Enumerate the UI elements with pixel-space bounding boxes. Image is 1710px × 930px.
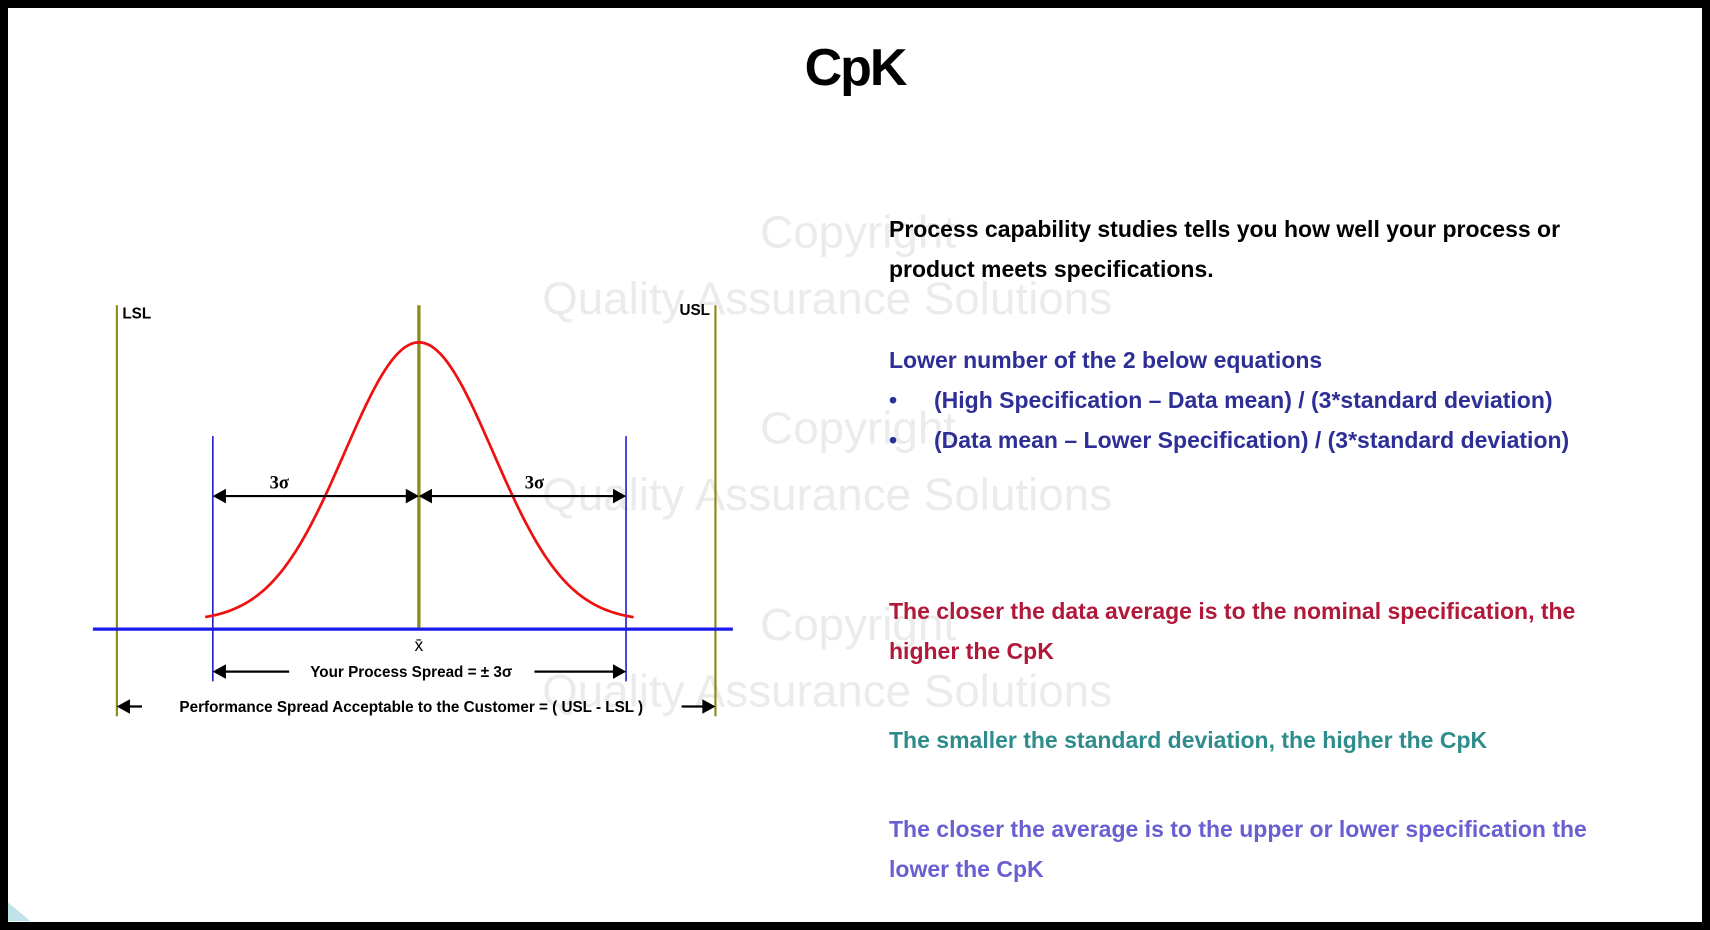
limits-note: The closer the average is to the upper o… xyxy=(889,816,1587,882)
performance-spread: Performance Spread Acceptable to the Cus… xyxy=(179,699,643,716)
sigma-label: 3σ xyxy=(270,472,289,493)
sigma-label: 3σ xyxy=(525,472,544,493)
equation: (High Specification – Data mean) / (3*st… xyxy=(889,380,1609,420)
process-spread: Your Process Spread = ± 3σ xyxy=(310,664,513,681)
watermark-text: Quality Assurance Solutions xyxy=(542,273,1112,324)
equations-list: (High Specification – Data mean) / (3*st… xyxy=(889,380,1609,460)
watermark: Copyright Quality Assurance Solutions Co… xyxy=(542,206,1112,716)
mean-label: x̄ xyxy=(415,635,424,655)
arrows xyxy=(116,488,716,714)
equations-heading: Lower number of the 2 below equations xyxy=(889,347,1323,373)
slide: Copyright Quality Assurance Solutions Co… xyxy=(8,8,1702,922)
watermark-text: Quality Assurance Solutions xyxy=(542,469,1112,520)
usl-label: USL xyxy=(679,302,710,319)
diagram: Copyright Quality Assurance Solutions Co… xyxy=(8,206,1112,922)
title: CpK xyxy=(804,39,908,97)
lsl-label: LSL xyxy=(122,305,151,322)
nominal-note: The closer the data average is to the no… xyxy=(889,598,1576,664)
equations-block: Lower number of the 2 below equations (H… xyxy=(889,340,1649,460)
std-dev-note: The smaller the standard deviation, the … xyxy=(889,727,1488,753)
corner-decoration xyxy=(8,902,31,922)
watermark-text: Quality Assurance Solutions xyxy=(542,665,1112,716)
equation: (Data mean – Lower Specification) / (3*s… xyxy=(889,420,1609,460)
bell-curve xyxy=(204,340,634,619)
intro: Process capability studies tells you how… xyxy=(889,216,1561,282)
watermark-text: Copyright xyxy=(760,206,956,257)
watermark-text: Copyright xyxy=(760,599,956,650)
